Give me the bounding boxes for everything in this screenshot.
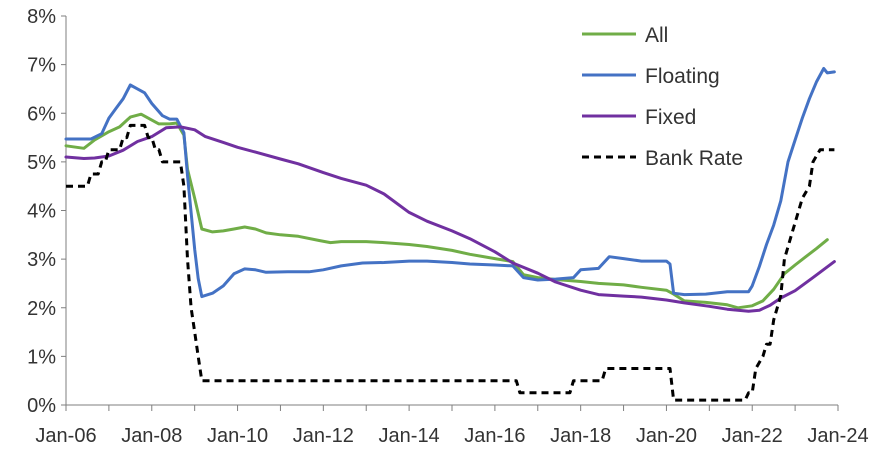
y-tick-label: 7% [27,55,56,77]
series-lines [64,67,836,402]
y-tick-label: 3% [27,249,56,271]
x-tick-label: Jan-10 [207,425,268,447]
x-tick-label: Jan-06 [35,425,96,447]
axes [61,15,839,411]
series-line-floating [64,67,836,299]
x-tick-label: Jan-22 [722,425,783,447]
y-tick-label: 1% [27,346,56,368]
series-line-fixed [64,125,836,313]
legend-label-all: All [645,24,668,47]
legend-label-fixed: Fixed [645,106,696,129]
series-line-all [64,112,829,310]
x-tick-label: Jan-18 [550,425,611,447]
legend-label-floating: Floating [645,65,720,88]
y-tick-label: 6% [27,103,56,125]
y-tick-label: 4% [27,201,56,223]
x-tick-label: Jan-12 [293,425,354,447]
x-axis-tick-labels: Jan-06 Jan-08 Jan-10 Jan-12 Jan-14 Jan-16 Jan-… [35,425,868,447]
x-tick-label: Jan-16 [464,425,525,447]
y-tick-label: 5% [27,152,56,174]
x-tick-label: Jan-14 [379,425,440,447]
y-tick-label: 0% [27,395,56,417]
y-tick-label: 2% [27,298,56,320]
y-axis-tick-labels: 0% 1% 2% 3% 4% 5% 6% 7% 8% [27,6,56,417]
legend: All Floating Fixed Bank Rate [582,24,743,170]
y-tick-label: 8% [27,6,56,28]
x-tick-label: Jan-24 [807,425,868,447]
legend-label-bank-rate: Bank Rate [645,147,743,170]
series-line-bank-rate [66,123,835,402]
x-tick-label: Jan-20 [636,425,697,447]
x-tick-label: Jan-08 [121,425,182,447]
